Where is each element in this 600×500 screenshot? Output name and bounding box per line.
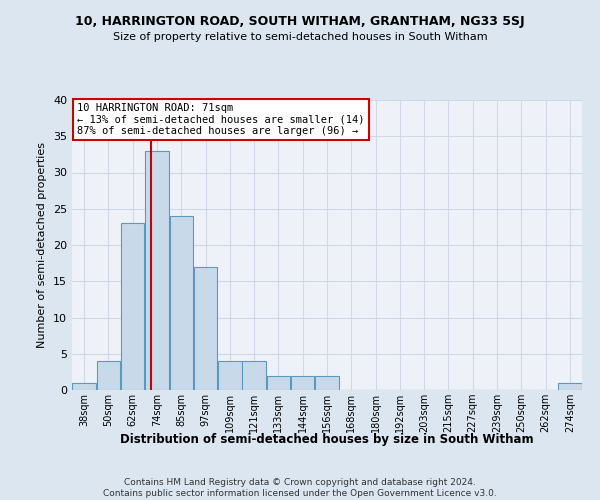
Bar [121,223,145,390]
Text: Distribution of semi-detached houses by size in South Witham: Distribution of semi-detached houses by … [120,432,534,446]
Text: Contains HM Land Registry data © Crown copyright and database right 2024.
Contai: Contains HM Land Registry data © Crown c… [103,478,497,498]
Text: 10, HARRINGTON ROAD, SOUTH WITHAM, GRANTHAM, NG33 5SJ: 10, HARRINGTON ROAD, SOUTH WITHAM, GRANT… [75,15,525,28]
Bar [558,383,581,390]
Bar [315,376,339,390]
Text: Size of property relative to semi-detached houses in South Witham: Size of property relative to semi-detach… [113,32,487,42]
Bar [242,361,266,390]
Y-axis label: Number of semi-detached properties: Number of semi-detached properties [37,142,47,348]
Bar [97,361,120,390]
Bar [194,267,217,390]
Bar [218,361,242,390]
Bar [145,151,169,390]
Bar [291,376,314,390]
Bar [170,216,193,390]
Bar [73,383,96,390]
Text: 10 HARRINGTON ROAD: 71sqm
← 13% of semi-detached houses are smaller (14)
87% of : 10 HARRINGTON ROAD: 71sqm ← 13% of semi-… [77,103,365,136]
Bar [266,376,290,390]
